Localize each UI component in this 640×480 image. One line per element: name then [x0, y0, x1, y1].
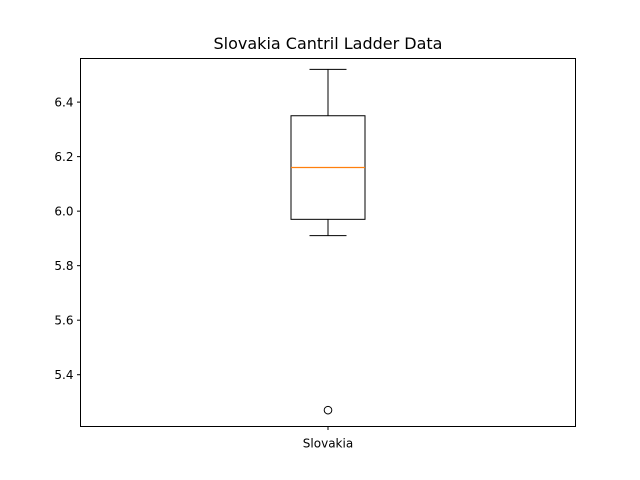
x-axis: Slovakia — [303, 426, 353, 451]
y-axis: 5.4 5.6 5.8 6.0 6.2 6.4 — [54, 96, 81, 382]
y-tick-label: 5.6 — [54, 314, 73, 328]
chart-title: Slovakia Cantril Ladder Data — [214, 34, 443, 53]
box-slovakia — [290, 68, 366, 415]
outlier-point — [323, 405, 333, 415]
box-series — [290, 68, 366, 415]
y-tick-label: 6.4 — [54, 96, 73, 110]
y-tick-label: 5.8 — [54, 259, 73, 273]
y-tick-label: 6.2 — [54, 150, 73, 164]
y-tick-label: 5.4 — [54, 368, 73, 382]
x-tick-label: Slovakia — [303, 437, 353, 451]
y-tick-label: 6.0 — [54, 205, 73, 219]
